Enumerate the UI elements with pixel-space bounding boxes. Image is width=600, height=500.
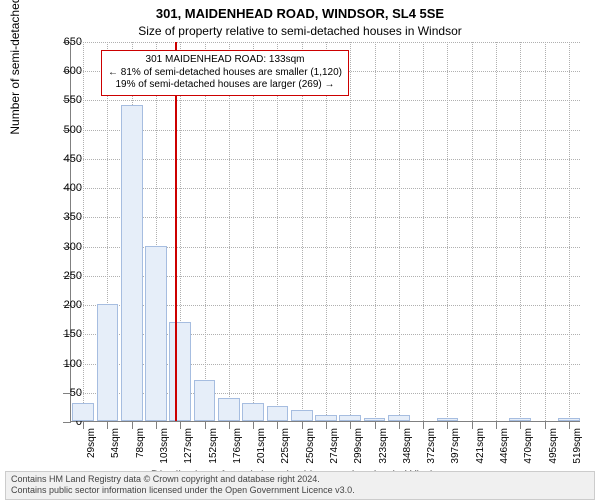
x-tick-label: 446sqm — [499, 428, 510, 464]
x-tick — [156, 421, 157, 429]
y-axis-label: Number of semi-detached properties — [8, 0, 22, 135]
x-tick-label: 29sqm — [86, 428, 97, 458]
x-tick-label: 274sqm — [329, 428, 340, 464]
x-tick-label: 470sqm — [523, 428, 534, 464]
gridline-vertical — [472, 42, 473, 421]
histogram-bar — [242, 403, 264, 421]
x-tick — [472, 421, 473, 429]
x-tick — [350, 421, 351, 429]
gridline-vertical — [253, 42, 254, 421]
histogram-bar — [97, 304, 119, 421]
histogram-bar — [72, 403, 94, 421]
histogram-bar — [437, 418, 459, 421]
gridline-vertical — [375, 42, 376, 421]
x-tick-label: 348sqm — [402, 428, 413, 464]
x-tick — [399, 421, 400, 429]
reference-line — [175, 42, 177, 421]
x-tick-label: 176sqm — [232, 428, 243, 464]
x-tick — [253, 421, 254, 429]
x-tick — [569, 421, 570, 429]
x-tick — [447, 421, 448, 429]
x-tick-label: 250sqm — [305, 428, 316, 464]
x-tick — [375, 421, 376, 429]
x-tick — [520, 421, 521, 429]
histogram-bar — [145, 246, 167, 421]
x-tick — [83, 421, 84, 429]
footer-attribution: Contains HM Land Registry data © Crown c… — [5, 471, 595, 500]
x-tick-label: 127sqm — [183, 428, 194, 464]
histogram-bar — [339, 415, 361, 421]
gridline-vertical — [277, 42, 278, 421]
x-tick-label: 323sqm — [378, 428, 389, 464]
gridline-vertical — [399, 42, 400, 421]
x-tick-label: 421sqm — [475, 428, 486, 464]
annotation-line-2: ← 81% of semi-detached houses are smalle… — [108, 67, 342, 80]
histogram-bar — [509, 418, 531, 421]
chart-title-main: 301, MAIDENHEAD ROAD, WINDSOR, SL4 5SE — [0, 6, 600, 21]
footer-line-2: Contains public sector information licen… — [11, 485, 589, 497]
x-tick-label: 397sqm — [450, 428, 461, 464]
x-tick — [423, 421, 424, 429]
x-tick-label: 519sqm — [572, 428, 583, 464]
x-tick — [229, 421, 230, 429]
histogram-bar — [558, 418, 580, 421]
x-tick — [302, 421, 303, 429]
x-tick — [180, 421, 181, 429]
x-tick — [545, 421, 546, 429]
x-tick-label: 103sqm — [159, 428, 170, 464]
histogram-bar — [121, 105, 143, 421]
histogram-bar — [388, 415, 410, 421]
gridline-vertical — [545, 42, 546, 421]
gridline-vertical — [229, 42, 230, 421]
chart-container: 301, MAIDENHEAD ROAD, WINDSOR, SL4 5SE S… — [0, 0, 600, 500]
histogram-bar — [194, 380, 216, 421]
x-tick-label: 372sqm — [426, 428, 437, 464]
chart-title-sub: Size of property relative to semi-detach… — [0, 24, 600, 38]
gridline-vertical — [302, 42, 303, 421]
x-tick-label: 152sqm — [208, 428, 219, 464]
annotation-line-3: 19% of semi-detached houses are larger (… — [108, 79, 342, 92]
footer-line-1: Contains HM Land Registry data © Crown c… — [11, 474, 589, 486]
x-tick-label: 495sqm — [548, 428, 559, 464]
gridline-vertical — [496, 42, 497, 421]
annotation-line-1: 301 MAIDENHEAD ROAD: 133sqm — [108, 54, 342, 67]
x-tick-label: 54sqm — [110, 428, 121, 458]
histogram-bar — [169, 322, 191, 421]
annotation-box: 301 MAIDENHEAD ROAD: 133sqm ← 81% of sem… — [101, 50, 349, 96]
histogram-bar — [364, 418, 386, 421]
histogram-bar — [267, 406, 289, 421]
gridline-vertical — [205, 42, 206, 421]
x-tick-label: 225sqm — [280, 428, 291, 464]
gridline-vertical — [520, 42, 521, 421]
histogram-bar — [291, 410, 313, 421]
x-tick-label: 299sqm — [353, 428, 364, 464]
gridline-vertical — [83, 42, 84, 421]
gridline-vertical — [447, 42, 448, 421]
histogram-bar — [315, 415, 337, 421]
x-tick — [496, 421, 497, 429]
gridline-vertical — [423, 42, 424, 421]
x-tick — [205, 421, 206, 429]
histogram-bar — [218, 398, 240, 421]
x-tick-label: 201sqm — [256, 428, 267, 464]
x-tick — [326, 421, 327, 429]
gridline-vertical — [350, 42, 351, 421]
x-tick-label: 78sqm — [135, 428, 146, 458]
gridline-vertical — [326, 42, 327, 421]
x-tick — [132, 421, 133, 429]
x-tick — [277, 421, 278, 429]
plot-area: 301 MAIDENHEAD ROAD: 133sqm ← 81% of sem… — [70, 42, 580, 422]
x-tick — [107, 421, 108, 429]
gridline-vertical — [569, 42, 570, 421]
